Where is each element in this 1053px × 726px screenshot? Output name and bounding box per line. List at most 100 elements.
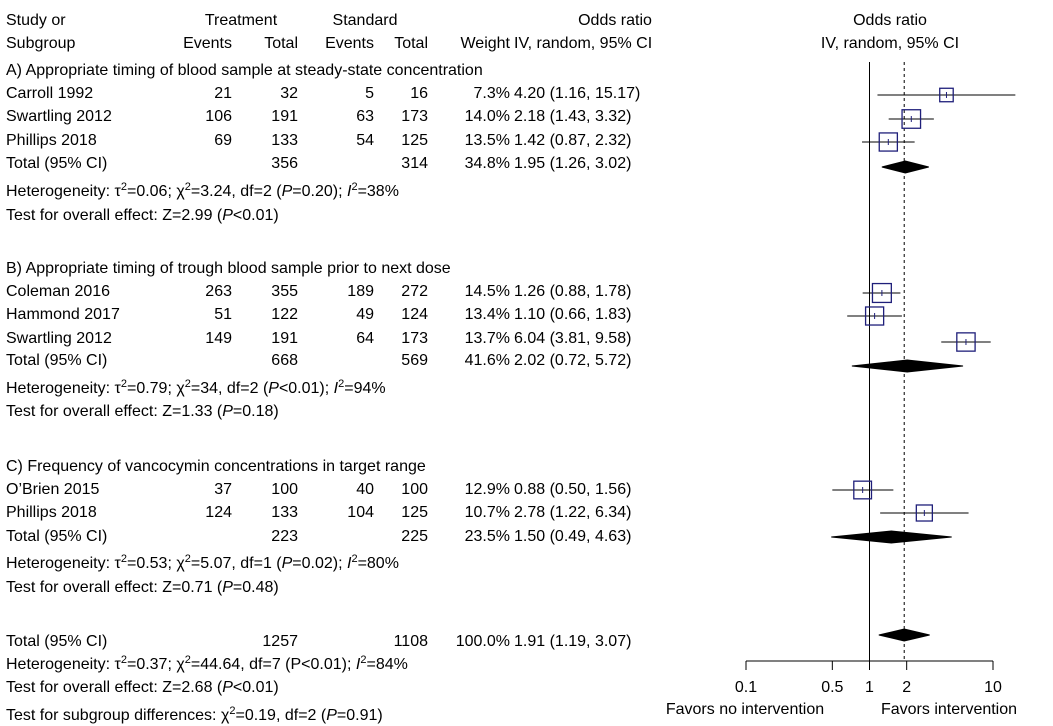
total-label: Total (95% CI)	[6, 155, 108, 172]
total-treatment: 122	[271, 306, 298, 323]
total-weight: 100.0%	[455, 633, 510, 650]
events-treatment: 37	[214, 481, 232, 498]
text-part: 2	[184, 654, 191, 666]
text-part: 2	[184, 378, 191, 390]
text-part: =0.37;	[126, 656, 177, 673]
text-part: =0.53;	[126, 555, 177, 572]
header-standard: Standard	[332, 12, 398, 29]
events-treatment: 106	[205, 108, 232, 125]
header-treatment: Treatment	[204, 12, 278, 29]
total-odds-ratio-ci: 1.91 (1.19, 3.07)	[514, 633, 632, 650]
text-part: 2	[351, 553, 358, 565]
events-treatment: 263	[205, 283, 232, 300]
events-standard: 49	[356, 306, 374, 323]
total-standard: 272	[401, 283, 428, 300]
forest-table: Study or Subgroup Treatment Standard Odds ra…	[6, 12, 1017, 725]
header-odds-ratio: Odds ratio	[578, 12, 652, 29]
total-treatment: 356	[271, 155, 298, 172]
plot-header-title: Odds ratio	[853, 12, 927, 29]
weight-value: 7.3%	[473, 85, 510, 102]
x-tick-label: 1	[865, 679, 874, 696]
weight-value: 13.5%	[464, 132, 510, 149]
text-part: =0.48)	[232, 579, 279, 596]
subgroup-title: A) Appropriate timing of blood sample at…	[6, 62, 483, 79]
text-part: P	[326, 707, 337, 724]
header-study-2: Subgroup	[6, 35, 76, 52]
text-part: =0.20);	[292, 183, 347, 200]
header-events-t: Events	[183, 35, 232, 52]
study-box-marker	[956, 332, 976, 352]
total-treatment: 191	[271, 330, 298, 347]
text-part: Heterogeneity:	[6, 380, 115, 397]
events-standard: 189	[347, 283, 374, 300]
odds-ratio-ci: 1.42 (0.87, 2.32)	[514, 132, 632, 149]
weight-value: 14.5%	[464, 283, 510, 300]
events-standard: 63	[356, 108, 374, 125]
tau-symbol: τ	[114, 183, 121, 200]
text-part: I	[333, 380, 339, 397]
total-standard: 125	[401, 132, 428, 149]
total-label: Total (95% CI)	[6, 352, 108, 369]
plot-header-method: IV, random, 95% CI	[820, 35, 960, 52]
total-standard: 16	[410, 85, 428, 102]
overall-effect-text: Test for overall effect: Z=1.33 (P=0.18)	[6, 403, 279, 421]
text-part: 2	[184, 181, 191, 193]
text-part: =5.07, df=1 (	[190, 555, 282, 572]
subgroup-differences-text: Test for subgroup differences: χ2=0.19, …	[6, 706, 383, 725]
weight-value: 13.7%	[464, 330, 510, 347]
text-part: Test for overall effect: Z=0.71 (	[6, 579, 223, 596]
text-part: =0.91)	[336, 707, 383, 724]
study-box-marker	[864, 306, 885, 326]
text-part: Test for overall effect: Z=2.68 (	[6, 679, 223, 696]
tau-symbol: τ	[114, 380, 121, 397]
total-standard: 173	[401, 108, 428, 125]
odds-ratio-ci: 0.88 (0.50, 1.56)	[514, 481, 632, 498]
overall-effect-text: Test for overall effect: Z=2.68 (P<0.01)	[6, 679, 279, 697]
total-weight: 34.8%	[464, 155, 510, 172]
study-name: Swartling 2012	[6, 108, 112, 125]
tau-symbol: τ	[114, 656, 121, 673]
text-part: =94%	[344, 380, 386, 397]
text-part: =0.79;	[126, 380, 177, 397]
total-standard: 173	[401, 330, 428, 347]
text-part: =38%	[357, 183, 399, 200]
text-part: 2	[120, 553, 127, 565]
header-method: IV, random, 95% CI	[514, 35, 653, 52]
events-treatment: 69	[214, 132, 232, 149]
x-tick-label: 10	[984, 679, 1002, 696]
header-total-s: Total	[394, 35, 428, 52]
study-name: Coleman 2016	[6, 283, 111, 300]
total-standard: 1108	[393, 633, 428, 650]
text-part: 2	[184, 553, 191, 565]
text-part: Heterogeneity:	[6, 183, 115, 200]
total-standard: 125	[401, 504, 428, 521]
text-part: I	[355, 656, 361, 673]
study-name: Swartling 2012	[6, 330, 112, 347]
header-total-t: Total	[264, 35, 298, 52]
total-treatment: 355	[271, 283, 298, 300]
study-box-marker	[915, 504, 934, 522]
total-standard: 124	[401, 306, 428, 323]
total-treatment: 32	[280, 85, 298, 102]
total-weight: 23.5%	[464, 528, 510, 545]
odds-ratio-ci: 2.18 (1.43, 3.32)	[514, 108, 632, 125]
total-treatment: 133	[271, 132, 298, 149]
heterogeneity-text: Heterogeneity: τ2=0.53; χ2=5.07, df=1 (P…	[6, 553, 399, 573]
text-part: Heterogeneity:	[6, 656, 115, 673]
odds-ratio-ci: 1.26 (0.88, 1.78)	[514, 283, 632, 300]
text-part: 2	[120, 181, 127, 193]
total-treatment: 1257	[262, 633, 298, 650]
heterogeneity-text: Heterogeneity: τ2=0.37; χ2=44.64, df=7 (…	[6, 654, 408, 674]
text-part: 2	[338, 378, 345, 390]
text-part: P	[268, 380, 279, 397]
overall-effect-text: Test for overall effect: Z=0.71 (P=0.48)	[6, 579, 279, 597]
study-name: Phillips 2018	[6, 132, 97, 149]
text-part: P	[222, 403, 233, 420]
events-standard: 64	[356, 330, 374, 347]
text-part: P	[281, 555, 293, 572]
header-weight: Weight	[460, 35, 510, 52]
total-treatment: 100	[271, 481, 298, 498]
text-part: I	[346, 183, 352, 200]
chi-symbol: χ	[176, 183, 185, 200]
text-part: Test for subgroup differences:	[6, 707, 221, 724]
